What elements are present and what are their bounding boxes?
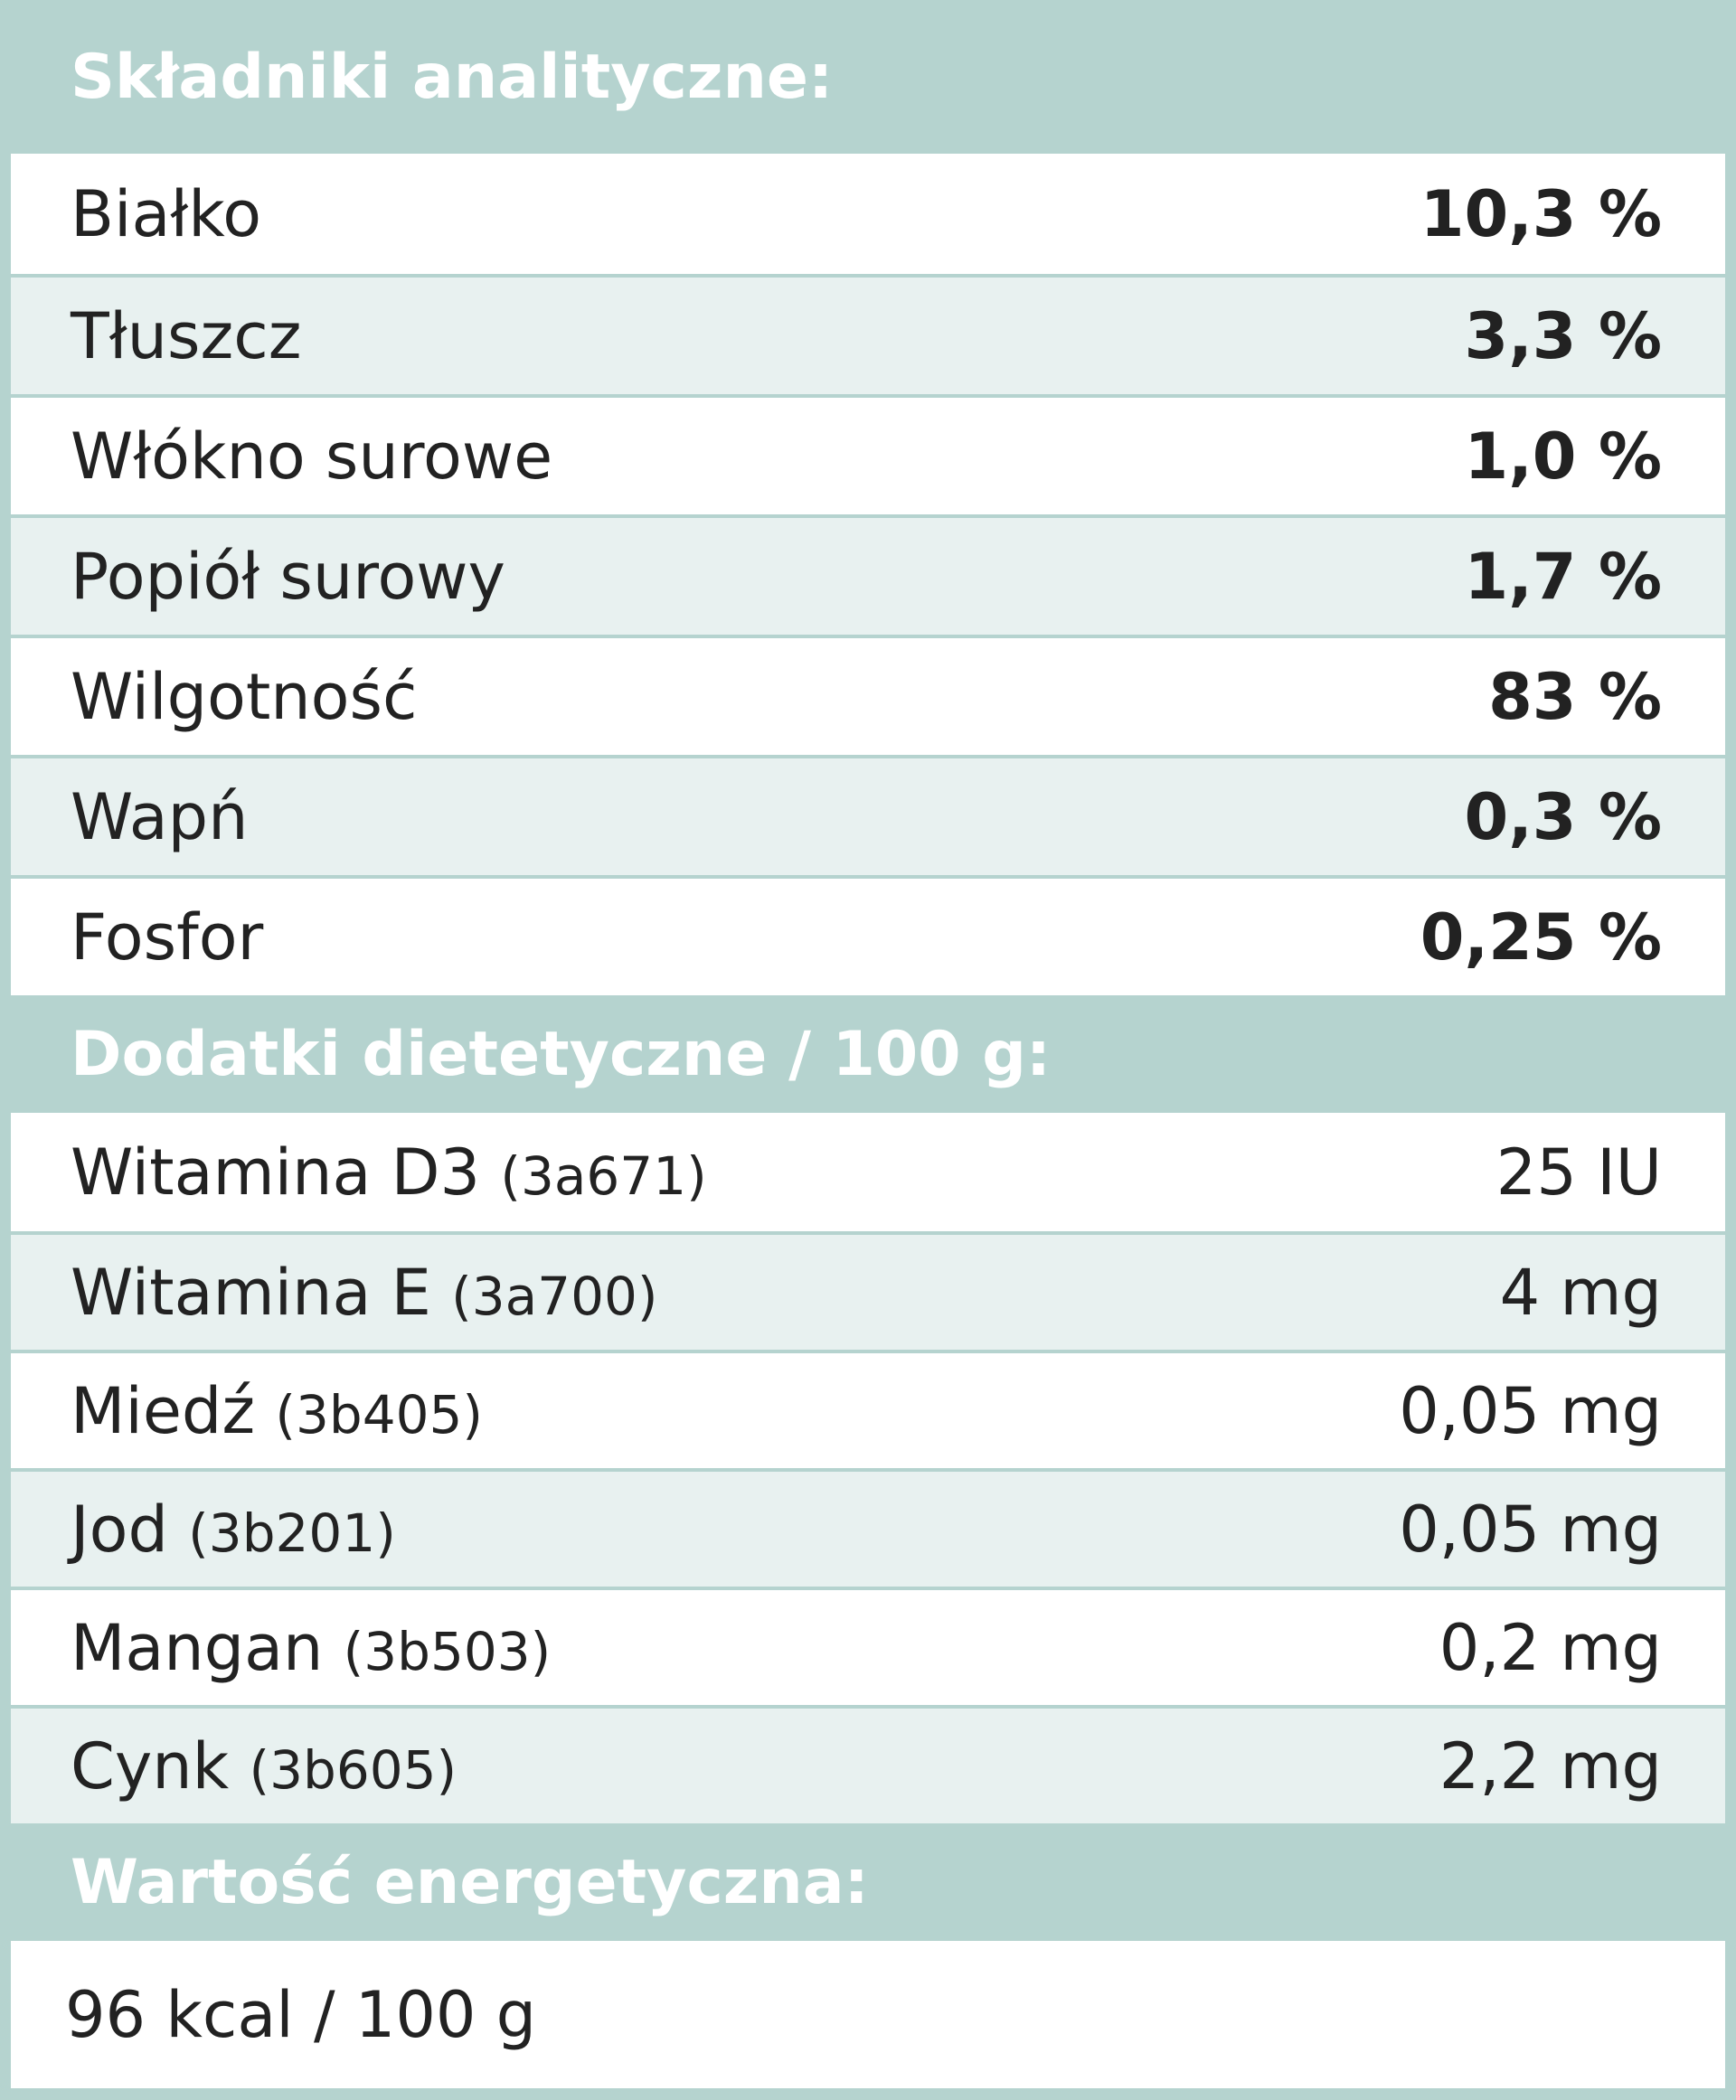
row-label: 96 kcal / 100 g [65,1978,536,2052]
row-label: Popiół surowy [71,540,505,614]
row-label: Cynk (3b605) [71,1729,457,1803]
table-row: Wilgotność 83 % [11,635,1725,755]
table-row: Tłuszcz 3,3 % [11,274,1725,394]
additive-code: (3b405) [275,1383,484,1446]
table-row: Fosfor 0,25 % [11,875,1725,995]
nutrient-name: Fosfor [71,899,264,975]
table-row: Białko 10,3 % [11,154,1725,274]
table-row: Wapń 0,3 % [11,755,1725,875]
nutrient-name: Popiół surowy [71,539,505,614]
nutrient-name: Wapń [71,779,249,854]
nutrient-name: Wilgotność [71,659,418,734]
nutrient-value: 0,05 mg [1399,1492,1662,1567]
row-label: Wapń [71,780,248,854]
nutrient-value: 0,3 % [1464,779,1662,854]
additive-code: (3b503) [343,1620,552,1682]
table-row: Popiół surowy 1,7 % [11,514,1725,635]
nutrient-value: 83 % [1488,659,1662,734]
nutrient-value: 1,0 % [1464,419,1662,494]
additive-code: (3a671) [500,1144,707,1207]
table-row: Witamina D3 (3a671) 25 IU [11,1113,1725,1231]
row-label: Miedź (3b405) [71,1374,483,1448]
nutrient-name: Jod [71,1492,168,1567]
nutrient-name: Tłuszcz [71,298,302,373]
additive-code: (3b605) [249,1738,458,1801]
nutrient-value: 0,25 % [1420,899,1662,975]
nutrient-name: Cynk [71,1728,230,1803]
nutrient-name: Witamina D3 [71,1135,481,1210]
nutrient-value: 3,3 % [1464,298,1662,373]
nutrient-name: Włókno surowe [71,419,553,494]
additive-code: (3a700) [451,1265,658,1327]
row-label: Witamina E (3a700) [71,1256,658,1330]
nutrient-value: 4 mg [1499,1255,1662,1330]
row-label: Jod (3b201) [71,1493,396,1567]
nutrient-name: 96 kcal / 100 g [65,1977,537,2052]
table-row: 96 kcal / 100 g [11,1941,1725,2088]
row-label: Witamina D3 (3a671) [71,1135,707,1210]
row-label: Tłuszcz [71,299,301,373]
row-label: Mangan (3b503) [71,1611,551,1685]
additive-code: (3b201) [188,1502,396,1564]
table-row: Cynk (3b605) 2,2 mg [11,1705,1725,1823]
nutrient-value: 0,05 mg [1399,1373,1662,1448]
table-row: Witamina E (3a700) 4 mg [11,1231,1725,1350]
section-title: Składniki analityczne: [11,0,1725,154]
nutrient-name: Witamina E [71,1255,431,1330]
nutrient-name: Mangan [71,1610,324,1685]
nutrient-value: 1,7 % [1464,539,1662,614]
row-label: Wilgotność [71,660,417,734]
table-row: Włókno surowe 1,0 % [11,394,1725,514]
nutrient-name: Białko [71,176,262,251]
nutrient-value: 10,3 % [1420,176,1662,251]
row-label: Białko [71,177,261,251]
table-row: Jod (3b201) 0,05 mg [11,1468,1725,1587]
table-row: Mangan (3b503) 0,2 mg [11,1587,1725,1705]
table-row: Miedź (3b405) 0,05 mg [11,1350,1725,1468]
row-label: Włókno surowe [71,419,552,494]
nutrient-value: 2,2 mg [1439,1728,1662,1803]
section-title: Dodatki dietetyczne / 100 g: [11,995,1725,1113]
nutrient-value: 25 IU [1495,1135,1662,1210]
section-title: Wartość energetyczna: [11,1823,1725,1941]
row-label: Fosfor [71,900,263,975]
nutrient-name: Miedź [71,1373,256,1448]
nutrient-value: 0,2 mg [1439,1610,1662,1685]
